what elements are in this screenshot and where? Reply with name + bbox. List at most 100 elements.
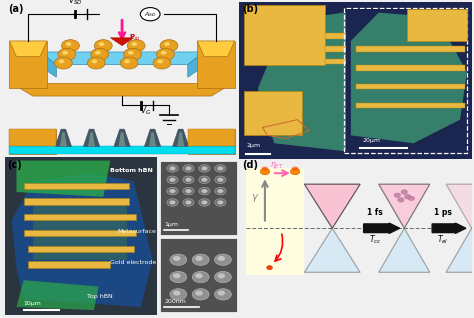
Bar <box>24 214 136 220</box>
Polygon shape <box>9 41 47 88</box>
Circle shape <box>260 169 270 175</box>
Polygon shape <box>149 132 156 146</box>
Circle shape <box>95 51 100 55</box>
Circle shape <box>99 42 104 46</box>
Circle shape <box>183 187 194 195</box>
Circle shape <box>192 289 209 300</box>
Circle shape <box>167 187 178 195</box>
Circle shape <box>215 199 226 206</box>
Bar <box>407 10 467 41</box>
Bar <box>246 169 304 275</box>
Circle shape <box>91 59 97 63</box>
Text: 20μm: 20μm <box>363 138 381 143</box>
Circle shape <box>167 199 178 206</box>
Circle shape <box>398 198 404 202</box>
Circle shape <box>215 187 226 195</box>
Circle shape <box>408 196 414 201</box>
Circle shape <box>164 42 170 46</box>
Circle shape <box>215 271 231 283</box>
Circle shape <box>128 51 134 55</box>
Bar <box>24 198 129 205</box>
Polygon shape <box>17 161 110 197</box>
Circle shape <box>124 59 130 63</box>
Circle shape <box>156 48 174 60</box>
Circle shape <box>170 254 187 266</box>
Circle shape <box>169 166 175 170</box>
FancyArrow shape <box>432 223 466 233</box>
Polygon shape <box>446 184 474 228</box>
Circle shape <box>199 165 210 172</box>
Circle shape <box>87 57 105 69</box>
Text: $η_{ET}$: $η_{ET}$ <box>270 160 283 171</box>
Circle shape <box>170 289 187 300</box>
Circle shape <box>58 48 76 60</box>
Polygon shape <box>40 52 56 77</box>
Text: Gold electrode: Gold electrode <box>110 260 156 266</box>
Circle shape <box>173 256 181 261</box>
Bar <box>356 84 465 89</box>
Circle shape <box>167 165 178 172</box>
Bar <box>24 230 136 236</box>
Text: 10μm: 10μm <box>24 301 41 306</box>
Circle shape <box>218 291 225 296</box>
Circle shape <box>185 166 191 170</box>
Circle shape <box>55 57 73 69</box>
Polygon shape <box>304 228 360 272</box>
Bar <box>346 10 465 151</box>
Circle shape <box>185 189 191 193</box>
Circle shape <box>192 254 209 266</box>
Text: (c): (c) <box>7 160 22 170</box>
Polygon shape <box>188 52 204 77</box>
Circle shape <box>215 254 231 266</box>
Circle shape <box>291 169 300 175</box>
Polygon shape <box>188 129 235 146</box>
Text: Bottom hBN: Bottom hBN <box>110 168 153 173</box>
Text: 1μm: 1μm <box>164 222 178 227</box>
Circle shape <box>161 51 166 55</box>
Circle shape <box>192 271 209 283</box>
Text: P$_{in}$: P$_{in}$ <box>129 33 140 43</box>
Circle shape <box>170 271 187 283</box>
Circle shape <box>169 178 175 182</box>
FancyArrow shape <box>364 223 400 233</box>
Circle shape <box>215 165 226 172</box>
Text: Metasurface: Metasurface <box>118 229 156 234</box>
Bar <box>344 8 467 153</box>
Polygon shape <box>379 228 430 272</box>
Circle shape <box>185 200 191 204</box>
Polygon shape <box>9 41 47 57</box>
Bar <box>356 46 465 52</box>
Circle shape <box>201 189 208 193</box>
Text: 200nm: 200nm <box>164 299 186 304</box>
Circle shape <box>183 199 194 206</box>
Circle shape <box>404 195 411 199</box>
Polygon shape <box>197 41 235 88</box>
Circle shape <box>127 40 145 52</box>
Bar <box>28 245 134 252</box>
Polygon shape <box>145 129 161 146</box>
Circle shape <box>218 273 225 278</box>
Polygon shape <box>9 129 56 154</box>
Circle shape <box>292 167 298 171</box>
Circle shape <box>62 51 68 55</box>
Bar <box>24 183 129 189</box>
Circle shape <box>120 57 138 69</box>
Text: 2μm: 2μm <box>246 143 260 148</box>
Bar <box>160 238 237 312</box>
Circle shape <box>217 166 223 170</box>
Text: (b): (b) <box>242 4 258 14</box>
Circle shape <box>199 176 210 183</box>
Polygon shape <box>12 173 153 307</box>
Text: (a): (a) <box>8 4 24 14</box>
Text: $T_{cc}$: $T_{cc}$ <box>369 233 382 246</box>
Circle shape <box>401 190 408 194</box>
Circle shape <box>59 59 64 63</box>
Polygon shape <box>351 13 467 143</box>
Circle shape <box>185 178 191 182</box>
Polygon shape <box>83 129 100 146</box>
Polygon shape <box>188 129 235 154</box>
Circle shape <box>217 189 223 193</box>
Circle shape <box>215 289 231 300</box>
Circle shape <box>394 193 401 197</box>
Text: $V_G$: $V_G$ <box>140 104 151 117</box>
